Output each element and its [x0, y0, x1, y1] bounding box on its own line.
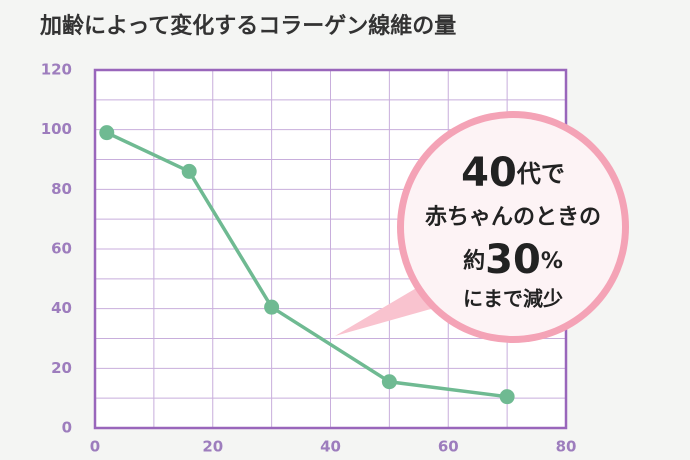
x-tick-label: 40: [320, 438, 341, 456]
callout-fill: [404, 118, 622, 336]
y-tick-label: 0: [62, 419, 72, 437]
callout-pointer: [335, 280, 445, 336]
x-tick-label: 0: [90, 438, 100, 456]
y-tick-label: 20: [51, 359, 72, 377]
callout-text: %: [541, 249, 563, 274]
y-tick-label: 80: [51, 180, 72, 198]
callout: 40代で 赤ちゃんのときの 約30% にまで減少: [335, 111, 629, 343]
callout-number: 40: [461, 150, 517, 196]
y-tick-label: 40: [51, 299, 72, 317]
data-point: [181, 163, 197, 179]
x-tick-label: 80: [556, 438, 577, 456]
callout-line-4: にまで減少: [463, 287, 563, 311]
x-tick-label: 60: [438, 438, 459, 456]
marks: [99, 125, 515, 405]
callout-line-1: 40代で: [461, 150, 565, 196]
y-tick-label: 120: [41, 61, 72, 79]
callout-text: 代で: [516, 160, 565, 188]
callout-text: 約: [463, 248, 485, 274]
callout-line-3: 約30%: [463, 237, 563, 283]
data-point: [499, 389, 515, 405]
callout-line-2: 赤ちゃんのときの: [425, 205, 601, 230]
y-tick-label: 60: [51, 240, 72, 258]
y-tick-label: 100: [41, 120, 72, 138]
chart-title: 加齢によって変化するコラーゲン線維の量: [39, 13, 456, 39]
data-point: [99, 125, 115, 141]
callout-number: 30: [485, 237, 541, 283]
x-tick-label: 20: [202, 438, 223, 456]
data-point: [381, 374, 397, 390]
data-point: [264, 299, 280, 315]
